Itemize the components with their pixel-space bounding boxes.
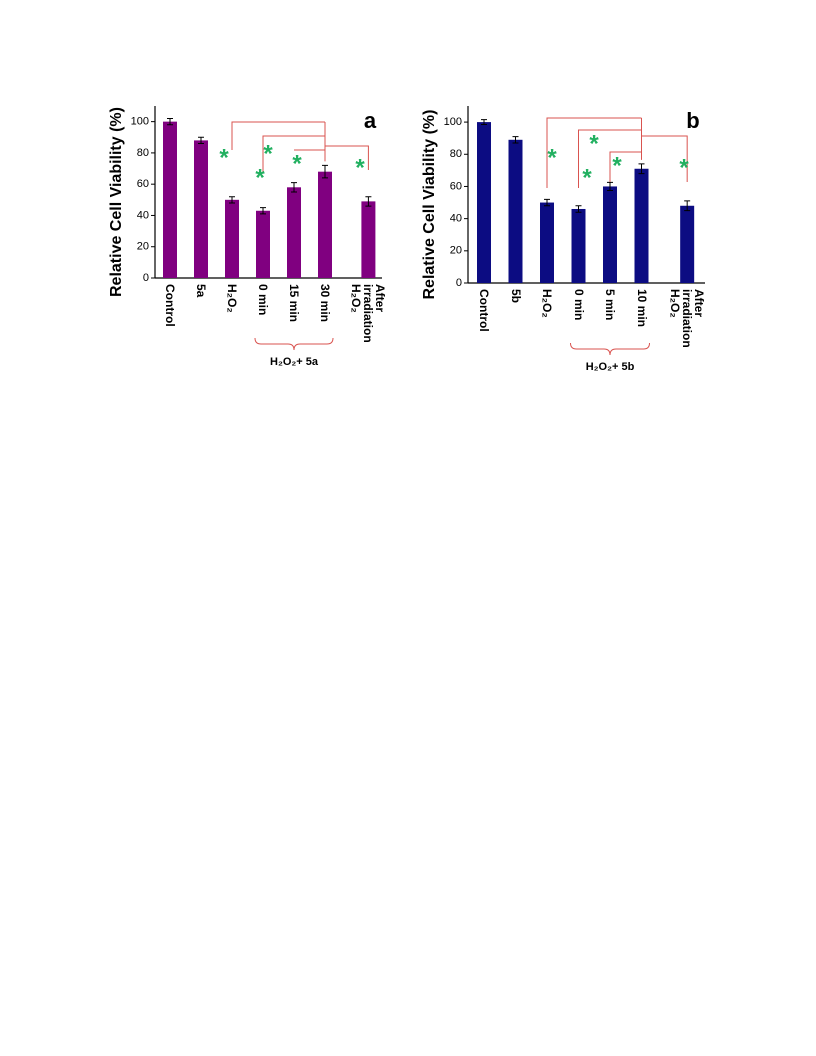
y-tick-label: 80: [137, 147, 149, 159]
x-tick-label: H₂O₂: [225, 284, 239, 313]
panel-label: a: [364, 108, 377, 133]
x-tick-label: 5a: [194, 284, 208, 298]
bar: [634, 168, 649, 283]
significance-star: *: [612, 152, 622, 179]
y-tick-label: 40: [137, 209, 149, 221]
x-tick-label: After irradiation H₂O₂: [349, 284, 388, 343]
x-tick-label: 5 min: [603, 289, 617, 321]
group-brace: [254, 337, 334, 351]
bracket: [546, 117, 642, 188]
bar: [680, 205, 695, 283]
y-tick-label: 100: [131, 116, 149, 128]
error-bar: [322, 164, 328, 179]
error-bar: [260, 207, 266, 215]
error-bar: [291, 182, 297, 193]
y-tick-label: 40: [450, 213, 462, 225]
significance-star: *: [355, 154, 365, 181]
error-bar: [167, 118, 173, 126]
bar: [163, 121, 177, 279]
bracket: [262, 135, 325, 172]
bar: [287, 187, 301, 278]
bar: [603, 186, 617, 283]
y-tick-label: 0: [456, 277, 462, 289]
bracket: [578, 129, 642, 188]
error-bar: [638, 163, 645, 175]
bar: [194, 140, 208, 278]
x-tick-label: After irradiation H₂O₂: [668, 289, 707, 348]
error-bar: [229, 196, 235, 204]
bracket: [609, 151, 642, 182]
significance-star: *: [582, 164, 592, 191]
error-bar: [684, 200, 691, 212]
significance-star: *: [263, 140, 273, 167]
significance-star: *: [589, 130, 599, 157]
x-tick-label: Control: [477, 289, 491, 332]
group-label: H₂O₂+ 5b: [586, 361, 635, 373]
bar: [361, 201, 376, 278]
group-label: H₂O₂+ 5a: [270, 356, 319, 368]
bar: [225, 199, 239, 278]
y-tick-label: 0: [143, 272, 149, 284]
x-tick-label: 5b: [508, 289, 523, 304]
significance-star: *: [679, 154, 689, 181]
x-tick-label: 0 min: [256, 284, 270, 316]
bar: [571, 208, 586, 283]
error-bar: [481, 119, 487, 126]
panel-label: b: [686, 108, 699, 133]
bar: [540, 202, 554, 283]
bracket: [325, 145, 369, 170]
significance-star: *: [219, 144, 229, 171]
x-tick-label: 30 min: [318, 284, 332, 323]
error-bar: [512, 136, 519, 144]
bar: [477, 122, 491, 283]
bracket: [641, 135, 688, 182]
significance-star: *: [255, 164, 265, 191]
y-tick-label: 100: [444, 116, 462, 128]
bracket: [231, 121, 325, 150]
x-tick-label: 0 min: [571, 289, 586, 321]
error-bar: [544, 198, 550, 207]
y-tick-label: 20: [450, 245, 462, 257]
x-tick-label: H₂O₂: [540, 289, 554, 318]
significance-star: *: [292, 150, 302, 177]
error-bar: [607, 181, 613, 191]
error-bar: [575, 205, 582, 213]
y-axis-title: Relative Cell Viability (%): [108, 107, 125, 297]
x-tick-label: Control: [163, 284, 177, 327]
error-bar: [198, 136, 204, 145]
x-tick-label: 15 min: [287, 284, 301, 323]
y-tick-label: 20: [137, 241, 149, 253]
bar: [508, 139, 523, 283]
y-tick-label: 80: [450, 148, 462, 160]
y-axis-title: Relative Cell Viability (%): [421, 110, 438, 300]
bar: [256, 210, 270, 278]
y-tick-label: 60: [450, 180, 462, 192]
y-tick-label: 60: [137, 178, 149, 190]
group-brace: [570, 342, 650, 356]
x-tick-label: 10 min: [634, 289, 649, 328]
bar: [318, 171, 332, 278]
significance-star: *: [547, 144, 557, 171]
error-bar: [365, 196, 372, 207]
